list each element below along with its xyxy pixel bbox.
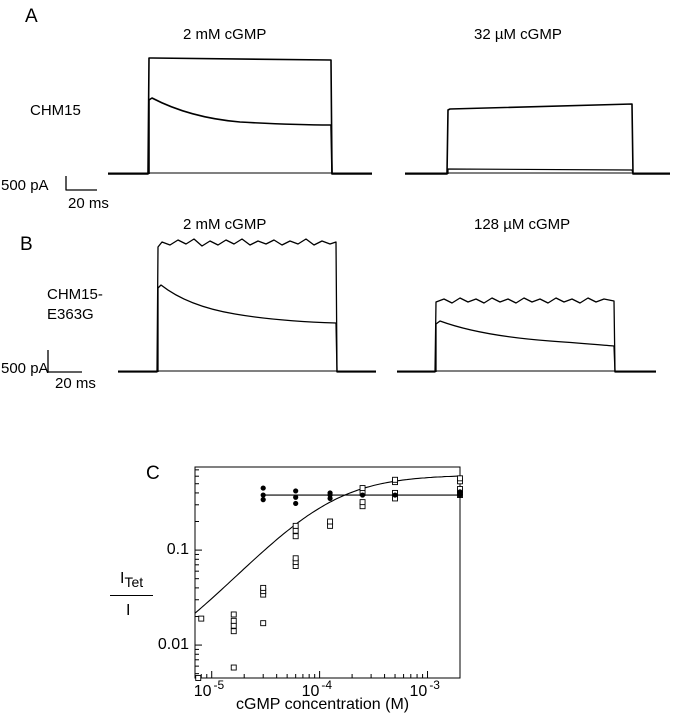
filled-circle-point <box>293 488 299 494</box>
x-tick-label: 10 -5 <box>193 679 224 700</box>
panel-a-scale-time: 20 ms <box>68 195 109 212</box>
panel-b-scale-time: 20 ms <box>55 375 96 392</box>
open-square-point <box>230 611 237 618</box>
filled-circle-point <box>293 494 299 500</box>
open-square-point <box>392 476 398 483</box>
panel-b-letter: B <box>20 234 33 255</box>
filled-circle-point <box>293 500 299 507</box>
x-tick-label-base: 10 <box>193 683 212 700</box>
trace-a-right-tet <box>447 168 634 175</box>
plot-frame <box>194 466 461 679</box>
panel-a-cell-label: CHM15 <box>30 102 81 119</box>
trace-b-left-tet <box>157 284 338 373</box>
y-tick-label: 0.01 <box>157 636 189 654</box>
trace-a-right-upper <box>405 103 670 175</box>
trace-a-right <box>405 103 670 175</box>
open-square-point <box>230 617 237 624</box>
trace-b-right-tet <box>435 320 616 373</box>
open-square-point <box>198 615 205 622</box>
scale-bar-b <box>47 350 82 373</box>
open-square-point <box>457 475 463 482</box>
x-tick-label-base: 10 <box>409 683 428 700</box>
x-tick-label: 10 -3 <box>409 679 440 700</box>
x-tick-label-exponent: -4 <box>321 678 333 692</box>
open-square-point <box>260 620 267 627</box>
filled-circle-point <box>327 490 333 496</box>
panel-a-scale-current: 500 pA <box>1 177 49 194</box>
trace-b-right-upper <box>397 297 656 373</box>
panel-b-cell-label-line2: E363G <box>47 306 94 323</box>
filled-circle-point <box>457 489 463 495</box>
open-square-point <box>230 664 237 671</box>
open-square-point <box>292 522 299 529</box>
open-square-point <box>327 518 334 525</box>
filled-circle-point <box>260 485 266 491</box>
y-axis-label-fraction-bar <box>110 595 153 596</box>
open-square-point <box>195 675 202 681</box>
panel-a-letter: A <box>25 6 38 27</box>
trace-a-left-tet <box>148 97 333 175</box>
open-square-point <box>260 584 267 591</box>
x-tick-label-exponent: -3 <box>429 678 440 692</box>
open-square-point <box>292 527 299 534</box>
panel-a-right-title: 32 µM cGMP <box>474 26 562 43</box>
hill-fit-curve <box>194 475 461 614</box>
open-square-point <box>230 628 237 635</box>
filled-circle-point <box>392 492 398 498</box>
open-square-point <box>359 499 366 506</box>
filled-circle-point <box>260 492 266 498</box>
y-tick-label: 0.1 <box>166 541 189 559</box>
y-axis-label-main: I <box>120 570 125 587</box>
open-square-point <box>359 485 366 492</box>
open-square-point <box>292 533 299 540</box>
panel-a-left-title: 2 mM cGMP <box>183 26 267 43</box>
y-axis-label-denominator: I <box>126 602 131 619</box>
open-square-point <box>292 555 299 562</box>
y-axis-label: ITet <box>120 570 144 590</box>
y-axis-label-sub: Tet <box>124 574 144 590</box>
trace-b-left-upper <box>118 238 376 373</box>
panel-c-letter: C <box>146 463 160 484</box>
panel-b-cell-label-line1: CHM15- <box>47 286 103 303</box>
scale-bar-a <box>65 176 97 191</box>
x-tick-label: 10 -4 <box>301 679 332 700</box>
trace-b-right <box>397 297 656 373</box>
panel-b-scale-current: 500 pA <box>1 360 49 377</box>
open-square-point <box>230 622 237 629</box>
trace-a-left <box>108 57 372 175</box>
panel-b-left-title: 2 mM cGMP <box>183 216 267 233</box>
x-axis-label: cGMP concentration (M) <box>236 696 410 713</box>
filled-circle-point <box>260 497 266 503</box>
panel-b-right-title: 128 µM cGMP <box>474 216 571 233</box>
trace-b-left <box>118 238 376 373</box>
x-tick-label-base: 10 <box>301 683 320 700</box>
dose-response-chart <box>194 466 463 681</box>
filled-circle-point <box>359 492 366 498</box>
x-tick-label-exponent: -5 <box>213 678 225 692</box>
